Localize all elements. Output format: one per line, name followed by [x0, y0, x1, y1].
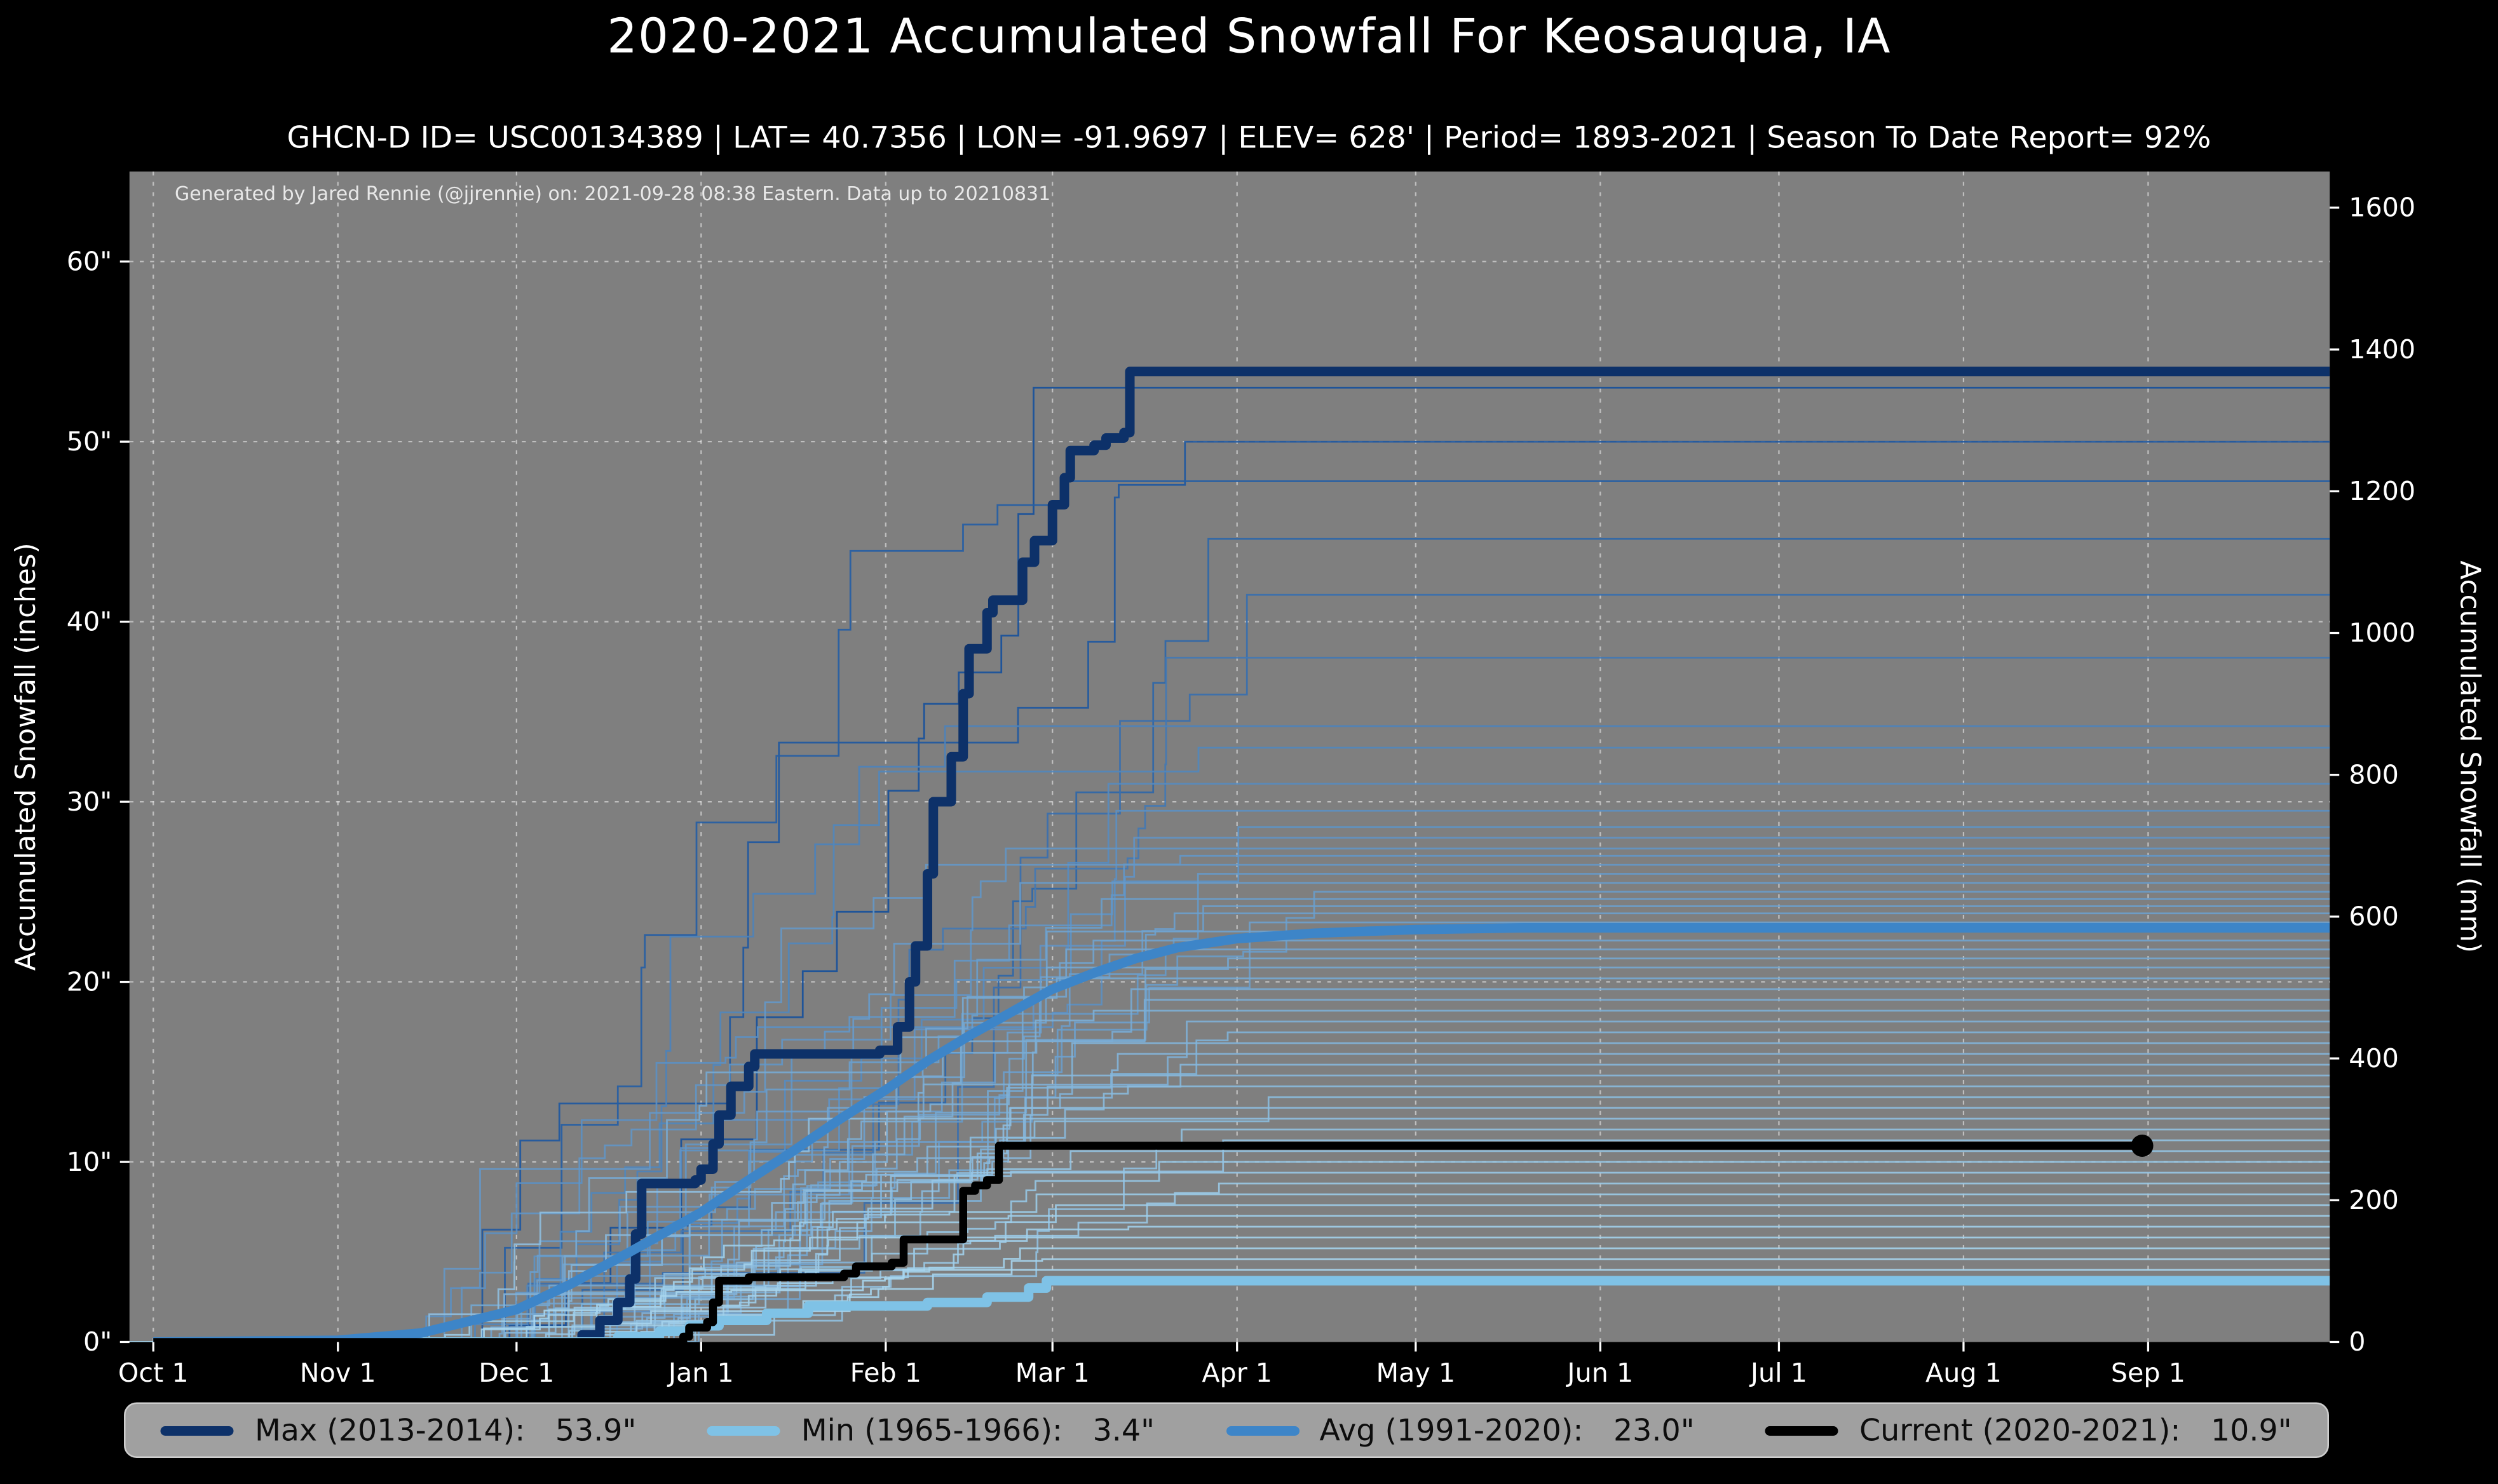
legend: Max (2013-2014): 53.9" Min (1965-1966): …	[124, 1402, 2329, 1458]
background-year-line	[129, 1096, 2330, 1342]
y-right-tick-label: 200	[2349, 1185, 2399, 1215]
y-right-tick-label: 800	[2349, 759, 2399, 790]
background-year-line	[129, 847, 2330, 1342]
x-tick-label: May 1	[1376, 1358, 1456, 1388]
x-tick-label: Mar 1	[1015, 1358, 1090, 1388]
series-line-max-2013-2014-	[153, 367, 2330, 1342]
y-axis-label-right: Accumulated Snowfall (mm)	[2454, 560, 2486, 953]
background-year-line	[129, 966, 2330, 1342]
x-tick-label: Jan 1	[667, 1358, 734, 1388]
y-left-tick-label: 60"	[67, 246, 112, 276]
legend-item-current: Current (2020-2021): 10.9"	[1765, 1412, 2292, 1448]
historical-season-lines	[129, 386, 2330, 1342]
background-year-line	[129, 1182, 2330, 1342]
y-right-tick-label: 1600	[2349, 192, 2415, 223]
y-right-tick-label: 1000	[2349, 617, 2415, 648]
background-year-line	[129, 656, 2330, 1342]
background-year-line	[129, 905, 2330, 1342]
y-left-tick-label: 40"	[67, 606, 112, 637]
background-year-line	[129, 837, 2330, 1342]
current-line-swatch	[1765, 1425, 1839, 1435]
legend-item-min: Min (1965-1966): 3.4"	[707, 1413, 1155, 1448]
x-tick-label: Jun 1	[1565, 1358, 1633, 1388]
y-axis-label-left: Accumulated Snowfall (inches)	[10, 543, 42, 971]
y-left-tick-label: 50"	[67, 426, 112, 457]
series-line-min-1965-1966-	[153, 1276, 2330, 1342]
y-right-tick-label: 0	[2349, 1326, 2365, 1357]
x-tick-label: Feb 1	[850, 1358, 921, 1388]
legend-value: 23.0"	[1613, 1412, 1695, 1448]
background-year-line	[129, 1063, 2330, 1342]
y-right-tick-label: 1200	[2349, 476, 2415, 506]
legend-value: 3.4"	[1092, 1412, 1155, 1448]
x-tick-label: Nov 1	[300, 1358, 376, 1388]
y-left-tick-label: 30"	[67, 786, 112, 817]
background-year-line	[129, 999, 2330, 1342]
x-tick-label: Dec 1	[479, 1358, 554, 1388]
y-right-tick-label: 600	[2349, 901, 2399, 932]
y-left-tick-label: 0"	[83, 1326, 112, 1357]
x-tick-label: Sep 1	[2111, 1358, 2185, 1388]
background-year-line	[129, 898, 2330, 1342]
legend-value: 53.9"	[555, 1412, 637, 1448]
min-line-swatch	[707, 1425, 781, 1435]
background-year-line	[129, 1042, 2330, 1342]
x-tick-label: Apr 1	[1202, 1358, 1272, 1388]
legend-label: Min (1965-1966):	[801, 1412, 1063, 1448]
generated-by-annotation: Generated by Jared Rennie (@jjrennie) on…	[175, 183, 1050, 205]
legend-value: 10.9"	[2210, 1412, 2292, 1448]
x-tick-label: Aug 1	[1925, 1358, 2002, 1388]
max-line-swatch	[161, 1425, 234, 1435]
station-metadata-subtitle: GHCN-D ID= USC00134389 | LAT= 40.7356 | …	[287, 121, 2211, 156]
background-year-line	[129, 948, 2330, 1342]
background-year-line	[129, 440, 2330, 1342]
background-year-line	[129, 1269, 2330, 1342]
background-year-line	[129, 1009, 2330, 1342]
series-line-current-2020-2021-	[153, 1142, 2142, 1342]
background-year-line	[129, 1150, 2330, 1342]
axis-ticks	[119, 206, 2340, 1352]
legend-item-avg: Avg (1991-2020): 23.0"	[1225, 1412, 1695, 1448]
background-year-line	[129, 873, 2330, 1342]
legend-label: Max (2013-2014):	[254, 1412, 526, 1448]
page-title: 2020-2021 Accumulated Snowfall For Keosa…	[607, 10, 1891, 65]
background-year-line	[129, 854, 2330, 1342]
legend-item-max: Max (2013-2014): 53.9"	[161, 1413, 636, 1448]
y-left-tick-label: 10"	[67, 1147, 112, 1177]
series-line-avg-1991-2020-	[153, 922, 2330, 1342]
background-year-line	[129, 863, 2330, 1342]
background-year-line	[129, 1139, 2330, 1342]
y-right-tick-label: 400	[2349, 1043, 2399, 1074]
axis-tick-labels: 0" 10" 20" 30" 40" 50" 60" 0 200 400 600 800 1000 120…	[67, 192, 2415, 1388]
background-year-line	[129, 746, 2330, 1342]
plot-area	[129, 171, 2330, 1342]
background-year-line	[129, 1107, 2330, 1342]
legend-label: Current (2020-2021):	[1859, 1412, 2181, 1448]
main-series-lines	[153, 367, 2330, 1342]
background-year-line	[129, 1117, 2330, 1342]
x-tick-label: Jul 1	[1749, 1358, 1807, 1388]
background-year-line	[129, 593, 2330, 1342]
x-tick-label: Oct 1	[118, 1358, 189, 1388]
legend-label: Avg (1991-2020):	[1319, 1412, 1584, 1448]
y-right-tick-label: 1400	[2349, 334, 2415, 365]
avg-line-swatch	[1225, 1425, 1299, 1435]
current-season-end-dot	[2131, 1135, 2154, 1157]
background-year-line	[129, 1074, 2330, 1342]
background-year-line	[129, 480, 2330, 1342]
y-left-tick-label: 20"	[67, 966, 112, 997]
